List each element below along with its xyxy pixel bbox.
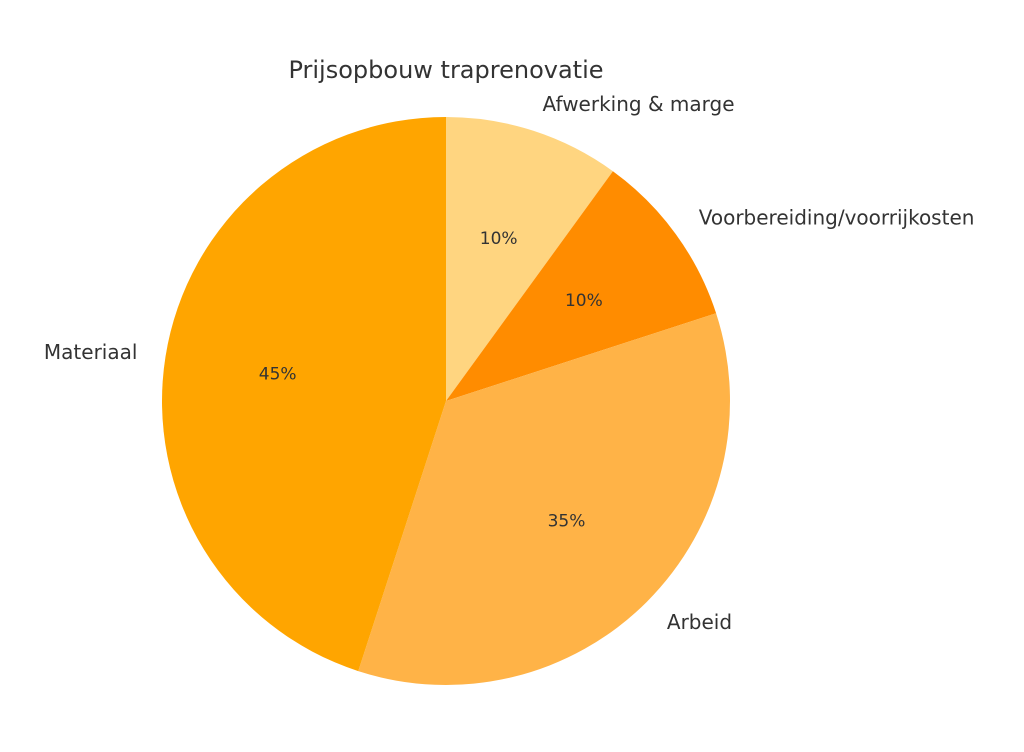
pie-slice-materiaal [162, 117, 446, 672]
pct-label-materiaal: 45% [259, 364, 297, 384]
pie-slice-voorbereiding-voorrijkosten [446, 171, 717, 401]
category-label-voorbereiding-voorrijkosten: Voorbereiding/voorrijkosten [699, 205, 975, 229]
chart-title: Prijsopbouw traprenovatie [288, 56, 603, 84]
category-label-afwerking-marge: Afwerking & marge [543, 92, 735, 116]
category-label-materiaal: Materiaal [44, 340, 138, 364]
pie-labels: 10% Afwerking & marge 10% Voorbereiding/voo… [44, 92, 975, 634]
pct-label-afwerking-marge: 10% [480, 229, 518, 249]
pct-label-arbeid: 35% [548, 511, 586, 531]
pie-slice-afwerking-marge [446, 117, 613, 401]
pct-label-voorbereiding-voorrijkosten: 10% [565, 291, 603, 311]
pie-slices [162, 117, 730, 685]
category-label-arbeid: Arbeid [667, 610, 732, 634]
pie-slice-arbeid [358, 313, 730, 685]
